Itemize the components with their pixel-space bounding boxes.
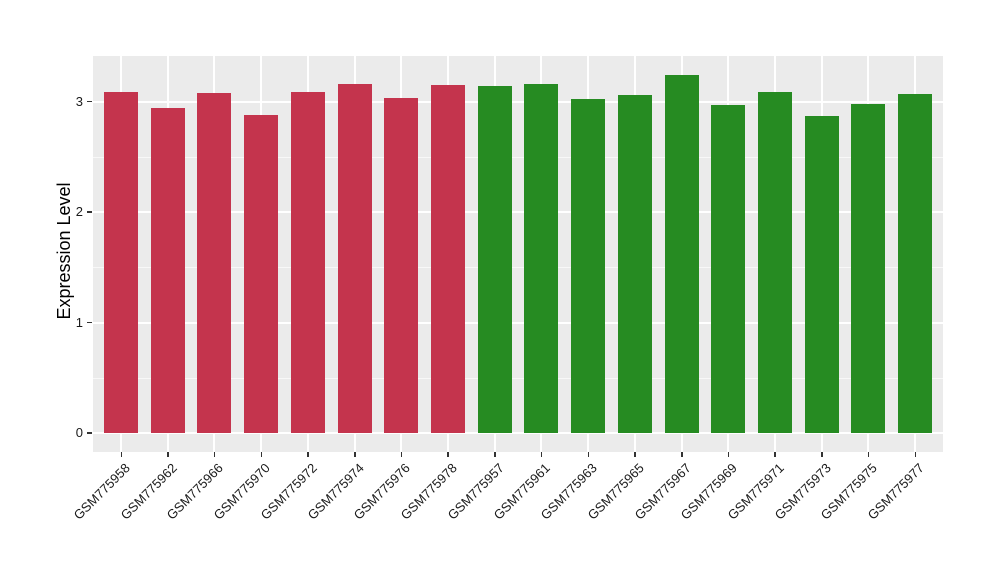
x-tick-mark — [821, 452, 823, 457]
bar-GSM775965 — [617, 94, 652, 433]
gridline-major — [93, 321, 943, 324]
x-tick-mark — [914, 452, 916, 457]
x-tick-mark — [587, 452, 590, 457]
y-axis-tick-label: 1 — [75, 314, 83, 330]
y-tick-mark — [87, 432, 92, 434]
x-tick-mark — [167, 452, 169, 457]
gridline-minor — [93, 156, 943, 158]
bar-GSM775961 — [524, 83, 559, 433]
x-tick-mark — [867, 452, 870, 457]
y-axis-tick-label: 0 — [75, 425, 83, 440]
gridline-major — [93, 432, 943, 434]
x-tick-mark — [400, 452, 403, 457]
gridline-minor — [93, 377, 943, 379]
x-tick-mark — [260, 452, 263, 457]
bar-GSM775977 — [898, 93, 932, 433]
x-tick-mark — [681, 452, 683, 457]
bar-GSM775976 — [384, 98, 419, 433]
bar-GSM775958 — [104, 91, 138, 433]
bar-GSM775974 — [337, 83, 372, 433]
x-tick-mark — [727, 452, 730, 457]
y-axis-tick-label: 2 — [75, 204, 83, 219]
gridline-minor — [93, 267, 943, 269]
bar-GSM775962 — [150, 108, 185, 433]
plot-panel — [93, 56, 943, 452]
x-tick-mark — [634, 452, 636, 457]
x-tick-mark — [494, 452, 496, 457]
bar-GSM775957 — [477, 86, 512, 433]
bar-GSM775963 — [571, 99, 606, 433]
y-tick-mark — [87, 321, 92, 323]
x-tick-mark — [540, 452, 543, 457]
bar-GSM775969 — [711, 104, 746, 433]
bar-GSM775975 — [851, 103, 886, 433]
x-tick-mark — [447, 452, 449, 457]
x-tick-mark — [354, 452, 356, 457]
gridline-major — [93, 211, 943, 213]
x-tick-mark — [120, 452, 122, 457]
bar-GSM775978 — [430, 84, 465, 433]
y-tick-mark — [87, 100, 92, 102]
x-tick-mark — [307, 452, 309, 457]
bar-GSM775970 — [244, 114, 279, 433]
bar-GSM775973 — [804, 115, 839, 433]
x-tick-mark — [774, 452, 776, 457]
y-tick-mark — [87, 211, 92, 213]
x-tick-mark — [213, 452, 216, 457]
bar-GSM775967 — [664, 75, 699, 433]
bar-GSM775972 — [290, 91, 325, 433]
bar-GSM775971 — [757, 91, 792, 433]
gridline-major — [93, 100, 943, 103]
bar-GSM775966 — [197, 92, 232, 433]
y-axis-tick-label: 3 — [75, 93, 83, 109]
y-axis-title: Expression Level — [54, 182, 74, 320]
